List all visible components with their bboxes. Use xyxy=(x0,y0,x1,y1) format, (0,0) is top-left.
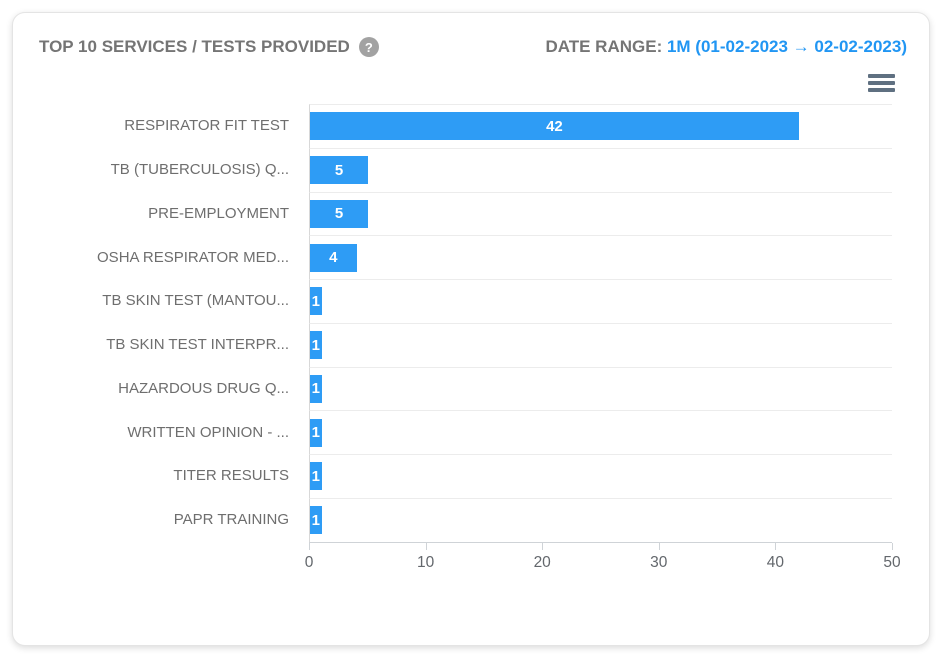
bar[interactable]: 5 xyxy=(310,156,369,185)
x-axis-tick xyxy=(542,542,544,550)
chart-row: TB (TUBERCULOSIS) Q... 5 xyxy=(39,147,892,192)
category-label: OSHA RESPIRATOR MED... xyxy=(97,248,289,266)
x-axis-tick-label: 10 xyxy=(416,553,435,571)
date-range-value: 1M (01-02-2023 → 02-02-2023) xyxy=(666,37,907,56)
category-label: TB (TUBERCULOSIS) Q... xyxy=(110,161,289,179)
chart-card: TOP 10 SERVICES / TESTS PROVIDED ? DATE … xyxy=(12,12,930,646)
bar-value-label: 42 xyxy=(546,117,563,135)
chart-row: OSHA RESPIRATOR MED... 4 xyxy=(39,235,892,279)
bar[interactable]: 1 xyxy=(310,287,322,316)
x-axis-spacer xyxy=(39,542,309,586)
chart-header: TOP 10 SERVICES / TESTS PROVIDED ? DATE … xyxy=(13,13,929,57)
x-axis-tick xyxy=(425,542,427,550)
bar[interactable]: 1 xyxy=(310,506,322,535)
bar[interactable]: 42 xyxy=(310,112,799,141)
x-axis-tick-label: 0 xyxy=(304,553,314,571)
bar[interactable]: 4 xyxy=(310,243,357,272)
category-label: TB SKIN TEST (MANTOU... xyxy=(102,292,289,310)
help-icon[interactable]: ? xyxy=(358,37,379,57)
category-label: PAPR TRAINING xyxy=(173,511,289,529)
chart-row: TITER RESULTS 1 xyxy=(39,454,892,498)
bar-track: 1 xyxy=(309,366,892,411)
bar-track: 1 xyxy=(309,279,892,323)
bar-track: 42 xyxy=(309,104,892,148)
x-axis-tick xyxy=(775,542,777,550)
bar-value-label: 1 xyxy=(311,424,320,442)
bar[interactable]: 1 xyxy=(310,418,322,447)
bar-track: 1 xyxy=(309,322,892,367)
bar-value-label: 5 xyxy=(334,205,344,223)
x-axis-tick-label: 40 xyxy=(766,553,785,571)
x-axis-tick-label: 20 xyxy=(533,553,551,571)
category-label: TB SKIN TEST INTERPR... xyxy=(106,336,289,354)
bar[interactable]: 1 xyxy=(310,331,322,360)
bar-track: 5 xyxy=(309,147,892,192)
date-range: DATE RANGE: 1M (01-02-2023 → 02-02-2023) xyxy=(545,37,907,57)
chart-row: HAZARDOUS DRUG Q... 1 xyxy=(39,366,892,411)
category-label: TITER RESULTS xyxy=(173,467,289,485)
bar-value-label: 4 xyxy=(329,249,338,267)
x-axis-tick-label: 30 xyxy=(650,553,668,571)
x-axis-tick xyxy=(309,542,310,550)
bar-value-label: 1 xyxy=(311,467,320,485)
bar-value-label: 1 xyxy=(311,292,320,310)
category-label: HAZARDOUS DRUG Q... xyxy=(118,379,289,397)
x-axis-tick xyxy=(658,542,660,550)
chart-row: WRITTEN OPINION - ... 1 xyxy=(39,410,892,454)
category-label: RESPIRATOR FIT TEST xyxy=(124,117,289,135)
bar-track: 1 xyxy=(309,497,892,542)
chart-row: TB SKIN TEST INTERPR... 1 xyxy=(39,322,892,367)
x-axis: 0 10 20 30 40 50 xyxy=(39,541,901,586)
chart-rows: RESPIRATOR FIT TEST 42 TB (TUBERCULOSIS) Q… xyxy=(39,104,892,542)
bar-track: 4 xyxy=(309,235,892,279)
chart-row: PAPR TRAINING 1 xyxy=(39,497,892,542)
chart-title: TOP 10 SERVICES / TESTS PROVIDED xyxy=(39,37,350,56)
bar-value-label: 5 xyxy=(334,161,344,179)
bar-chart: RESPIRATOR FIT TEST 42 TB (TUBERCULOSIS) Q… xyxy=(39,104,901,586)
bar-track: 1 xyxy=(309,454,892,498)
bar[interactable]: 1 xyxy=(310,462,322,491)
x-axis-line: 0 10 20 30 40 50 xyxy=(305,541,901,586)
date-range-label: DATE RANGE: xyxy=(545,37,663,56)
category-label: WRITTEN OPINION - ... xyxy=(127,423,289,441)
bar[interactable]: 5 xyxy=(310,199,369,228)
chart-row: RESPIRATOR FIT TEST 42 xyxy=(39,104,892,148)
x-axis-tick xyxy=(892,542,893,550)
category-label: PRE-EMPLOYMENT xyxy=(148,204,289,222)
chart-row: PRE-EMPLOYMENT 5 xyxy=(39,191,892,236)
bar-value-label: 1 xyxy=(311,511,320,529)
hamburger-menu-icon[interactable] xyxy=(868,72,895,94)
bar-track: 1 xyxy=(309,410,892,454)
chart-title-group: TOP 10 SERVICES / TESTS PROVIDED ? xyxy=(39,37,379,57)
bar-value-label: 1 xyxy=(311,336,320,354)
chart-row: TB SKIN TEST (MANTOU... 1 xyxy=(39,279,892,323)
bar-value-label: 1 xyxy=(311,380,320,398)
x-axis-tick-label: 50 xyxy=(883,553,901,571)
bar[interactable]: 1 xyxy=(310,374,322,403)
bar-track: 5 xyxy=(309,191,892,236)
